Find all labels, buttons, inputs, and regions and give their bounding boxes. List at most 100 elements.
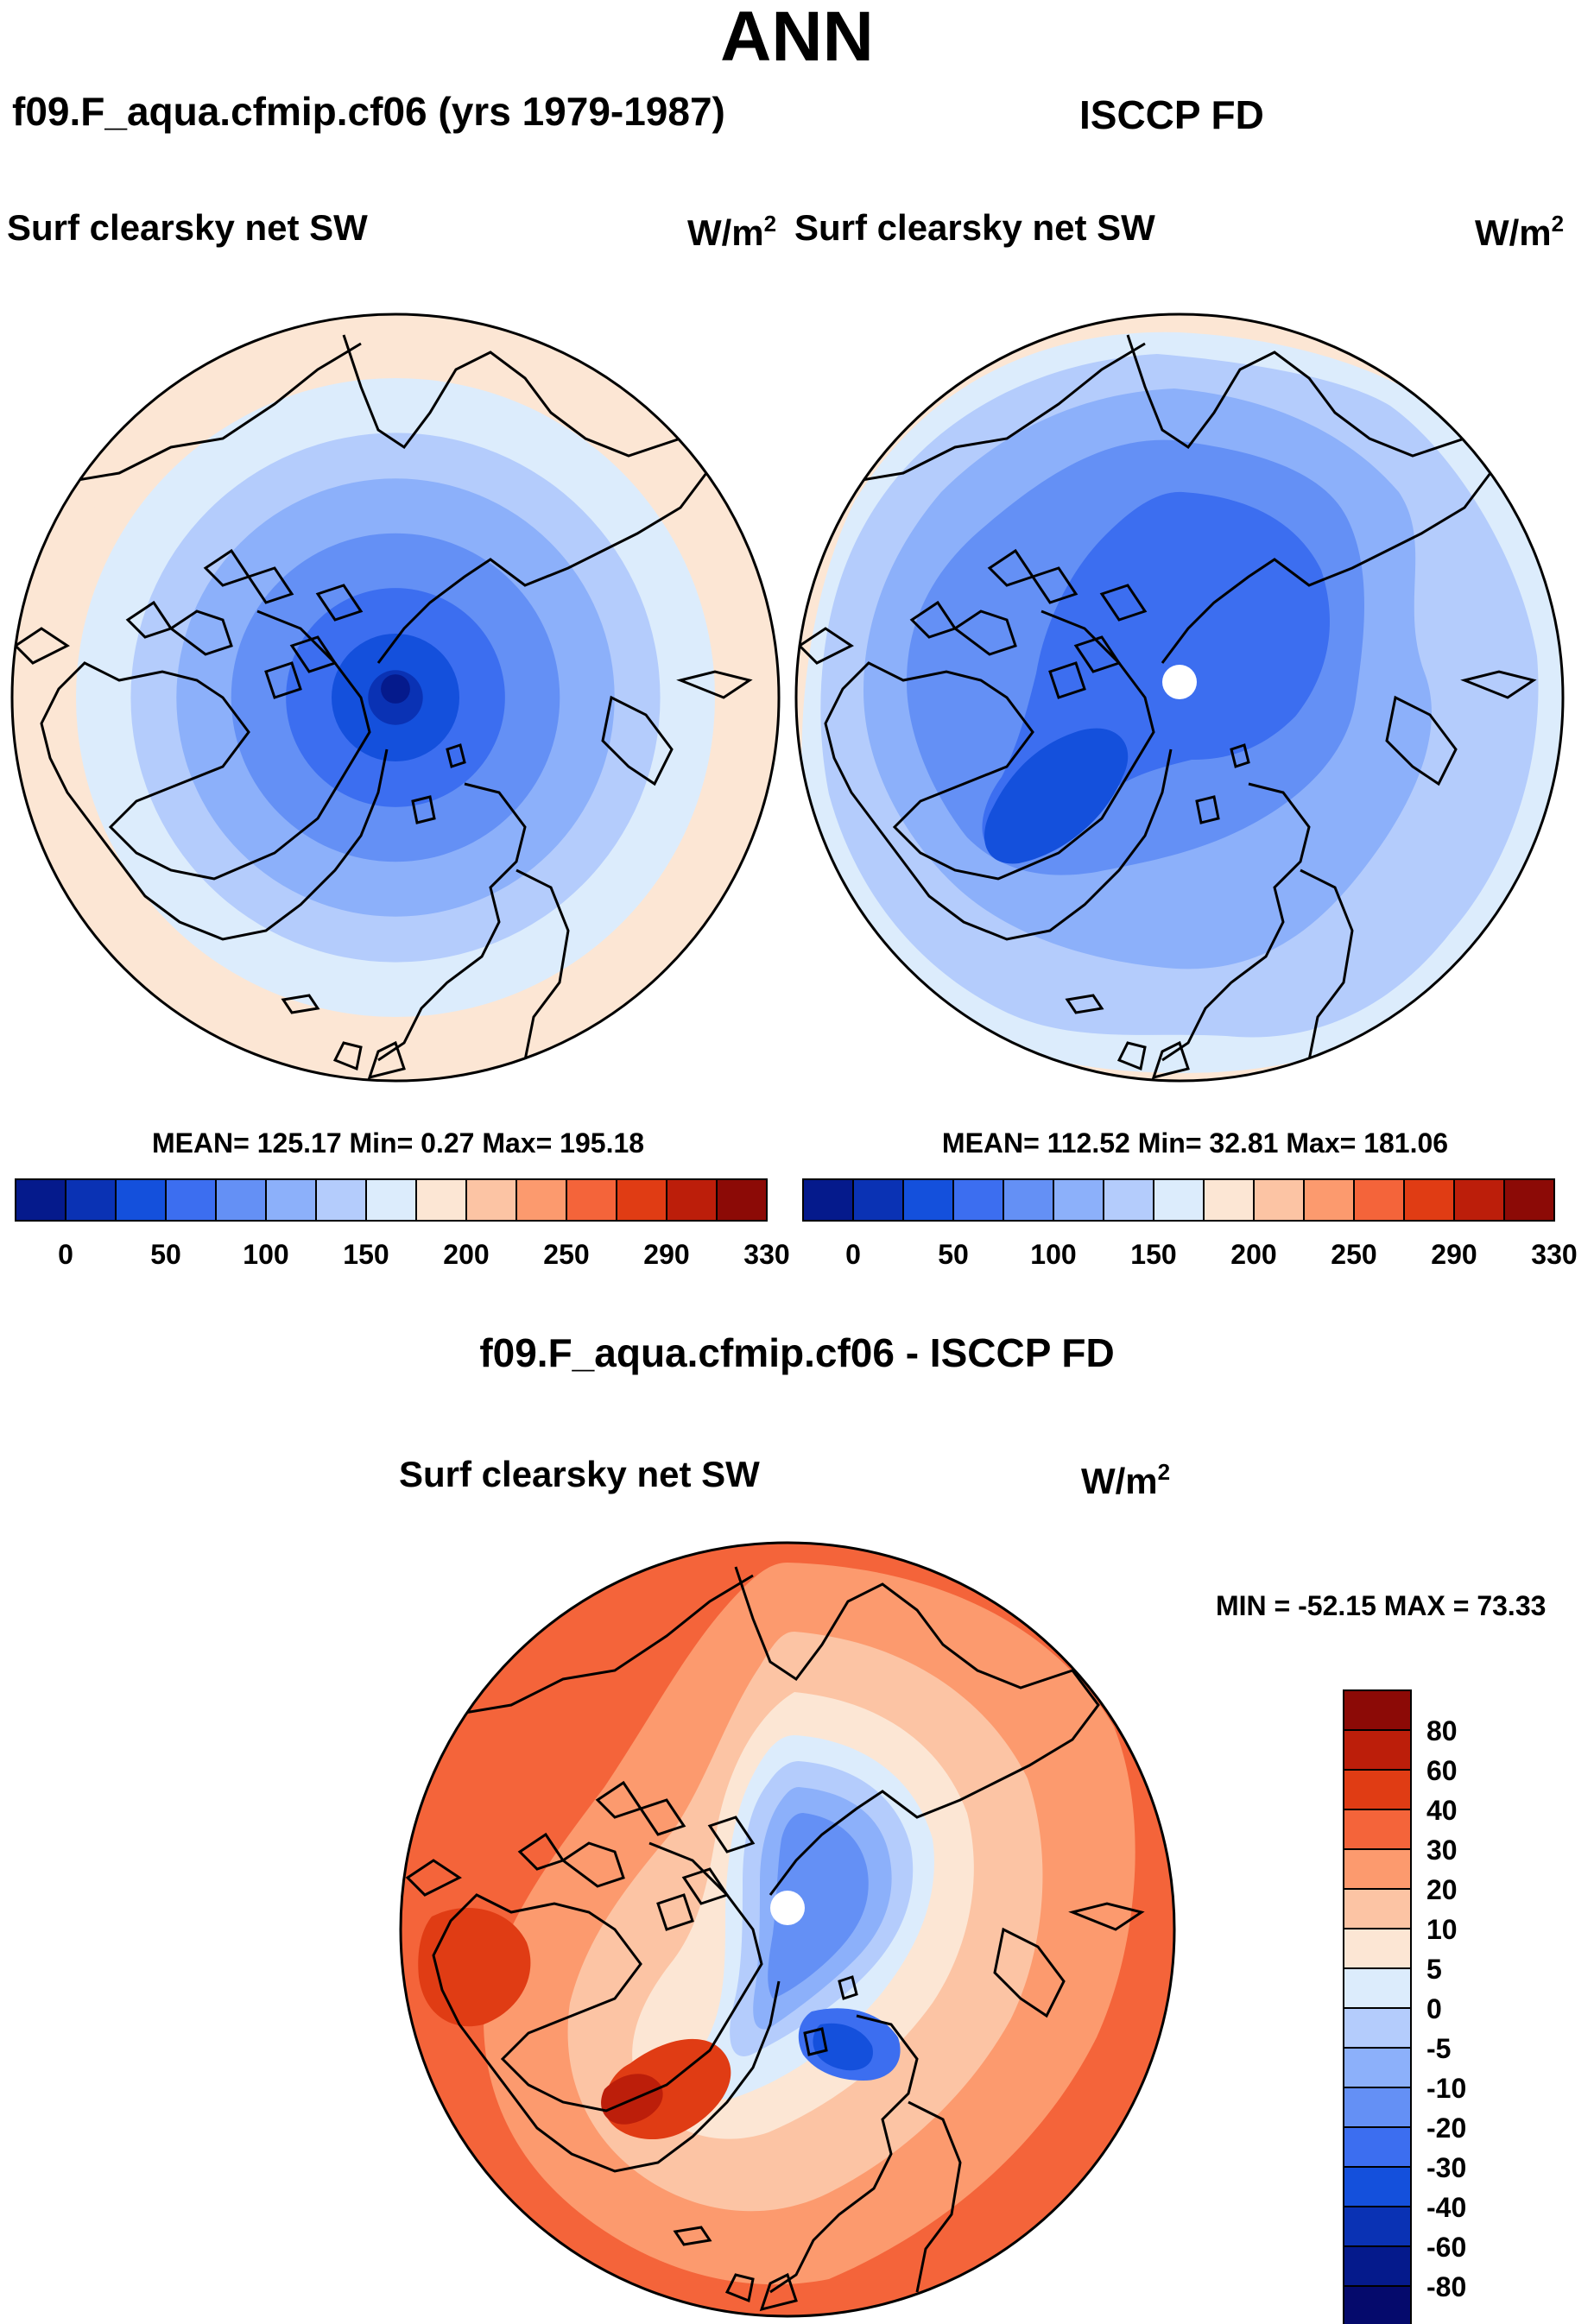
diff-colorbar-box [1343,1729,1412,1771]
model-colorbar-box [65,1178,117,1222]
diff-colorbar-tick-label: -40 [1426,2192,1466,2223]
obs-colorbar-tick-label: 250 [1331,1239,1376,1270]
diff-colorbar-box [1343,1848,1412,1890]
model-map [10,313,781,1083]
diff-colorbar-box [1343,2206,1412,2247]
diff-colorbar-box [1343,1809,1412,1850]
diff-colorbar-box [1343,1967,1412,2009]
model-colorbar-box [415,1178,467,1222]
model-stats: MEAN= 125.17 Min= 0.27 Max= 195.18 [151,1127,645,1159]
diff-colorbar-tick-label: -10 [1426,2073,1466,2104]
model-variable-label: Surf clearsky net SW [7,207,368,248]
model-colorbar-tick-label: 150 [343,1239,389,1270]
diff-units-label: W/m2 [1081,1458,1171,1501]
obs-colorbar-box [852,1178,904,1222]
diff-colorbar-tick-label: 40 [1426,1795,1458,1826]
obs-colorbar-box [802,1178,854,1222]
diff-field-m30 [768,1813,869,1999]
diff-map [399,1541,1176,2318]
diff-colorbar-tick-label: -5 [1426,2033,1451,2064]
diff-colorbar-tick-label: 20 [1426,1874,1458,1905]
obs-colorbar-box [1003,1178,1054,1222]
diff-colorbar-tick-label: 5 [1426,1954,1442,1985]
obs-colorbar-box [1253,1178,1305,1222]
model-colorbar-tick-label: 200 [443,1239,489,1270]
model-colorbar-box [115,1178,167,1222]
diff-variable-label: Surf clearsky net SW [399,1454,760,1494]
obs-units-label: W/m2 [1475,210,1565,253]
obs-colorbar-tick-label: 50 [938,1239,969,1270]
obs-colorbar-tick-label: 330 [1531,1239,1577,1270]
diff-colorbar-tick-label: -60 [1426,2232,1466,2263]
model-colorbar-tick-label: 0 [58,1239,73,1270]
obs-colorbar-box [1153,1178,1205,1222]
model-case-title: f09.F_aqua.cfmip.cf06 (yrs 1979-1987) [12,89,725,134]
model-ring-core [381,674,410,704]
model-colorbar-box [15,1178,66,1222]
model-colorbar-tick-label: 50 [150,1239,181,1270]
diff-colorbar-tick-label: 10 [1426,1914,1458,1945]
model-colorbar: 0 50 100 150 200 250 290 330 [15,1178,790,1270]
obs-colorbar-tick-label: 0 [845,1239,861,1270]
diff-colorbar-box [1343,1689,1412,1731]
obs-colorbar-box [1303,1178,1355,1222]
diff-colorbar-box [1343,2285,1412,2324]
obs-colorbar-box [1503,1178,1555,1222]
diff-colorbar-tick-label: 80 [1426,1715,1458,1746]
diff-pole-missing [770,1891,805,1925]
obs-pole-missing [1162,665,1197,699]
obs-colorbar-tick-label: 290 [1431,1239,1477,1270]
diff-colorbar-box [1343,2126,1412,2168]
obs-colorbar-box [1403,1178,1455,1222]
diff-colorbar-tick-label: 60 [1426,1755,1458,1786]
model-colorbar-box [716,1178,768,1222]
obs-map-border [794,313,1565,1083]
model-colorbar-box [315,1178,367,1222]
model-colorbar-box [215,1178,267,1222]
obs-field-25 [984,728,1129,864]
model-colorbar-tick-label: 290 [643,1239,689,1270]
obs-title: ISCCP FD [1079,92,1264,137]
obs-colorbar-tick-label: 150 [1130,1239,1176,1270]
obs-colorbar-box [1053,1178,1104,1222]
obs-variable-label: Surf clearsky net SW [794,207,1155,248]
diff-colorbar-tick-label: -30 [1426,2152,1466,2183]
model-map-border [10,313,781,1083]
model-colorbar-box [165,1178,217,1222]
diff-colorbar-tick-label: 0 [1426,1993,1442,2024]
obs-colorbar-tick-label: 200 [1230,1239,1276,1270]
obs-colorbar-box [1353,1178,1405,1222]
diff-colorbar-box [1343,2087,1412,2128]
obs-map [794,313,1565,1083]
model-colorbar-box [666,1178,718,1222]
diff-colorbar-box [1343,1888,1412,1929]
diff-colorbar-box [1343,2007,1412,2049]
obs-colorbar-box [902,1178,954,1222]
diff-colorbar-box [1343,2166,1412,2207]
diff-min-max: MIN = -52.15 MAX = 73.33 [1216,1590,1547,1621]
model-contour-rings [12,314,779,1081]
diff-field-m50 [813,2023,873,2071]
diff-colorbar: 80 60 40 30 20 10 5 0 -5 -10 -20 -30 -40 -60 -80 [1343,1689,1466,2324]
model-colorbar-box [365,1178,417,1222]
difference-title: f09.F_aqua.cfmip.cf06 - ISCCP FD [479,1330,1115,1375]
obs-colorbar: 0 50 100 150 200 250 290 330 [802,1178,1578,1270]
model-colorbar-tick-label: 100 [243,1239,288,1270]
model-colorbar-tick-label: 330 [743,1239,789,1270]
diff-colorbar-tick-label: -20 [1426,2112,1466,2144]
model-colorbar-box [566,1178,617,1222]
model-colorbar-tick-label: 250 [543,1239,589,1270]
model-colorbar-box [616,1178,667,1222]
model-colorbar-box [465,1178,517,1222]
obs-colorbar-box [1103,1178,1154,1222]
obs-stats: MEAN= 112.52 Min= 32.81 Max= 181.06 [941,1127,1449,1159]
obs-colorbar-box [1453,1178,1505,1222]
obs-colorbar-tick-label: 100 [1030,1239,1076,1270]
diff-colorbar-box [1343,1769,1412,1810]
model-colorbar-box [265,1178,317,1222]
diff-map-border [399,1541,1176,2318]
diff-colorbar-tick-label: 30 [1426,1835,1458,1866]
model-units-label: W/m2 [687,210,777,253]
model-colorbar-box [516,1178,567,1222]
